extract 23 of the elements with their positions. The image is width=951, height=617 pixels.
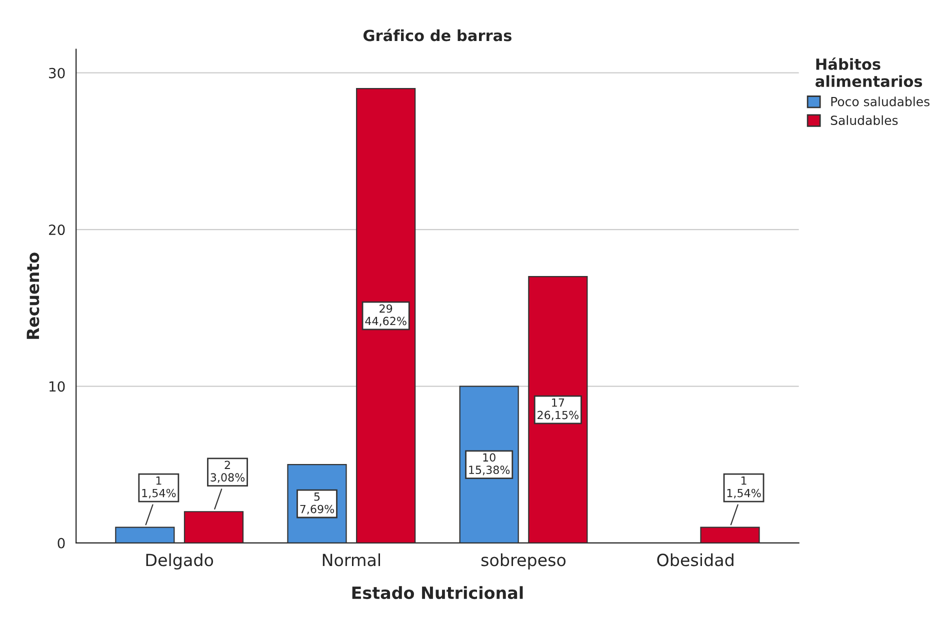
legend-label: Poco saludables bbox=[831, 96, 930, 106]
y-axis-title: Recuento bbox=[26, 252, 40, 339]
x-tick-label: Normal bbox=[322, 553, 380, 566]
data-label: 29 44,62% bbox=[365, 304, 406, 326]
x-tick-label: Delgado bbox=[146, 553, 214, 570]
legend-title: Hábitos alimentarios bbox=[816, 58, 922, 88]
x-tick-label: Obesidad bbox=[657, 553, 734, 566]
x-tick-label: sobrepeso bbox=[481, 553, 566, 570]
y-tick-label: 20 bbox=[49, 224, 65, 236]
data-label: 1 1,54% bbox=[142, 476, 176, 498]
chart-title: Gráfico de barras bbox=[363, 28, 512, 42]
data-label: 5 7,69% bbox=[300, 492, 334, 514]
bar bbox=[528, 276, 588, 543]
y-tick-label: 0 bbox=[58, 538, 65, 548]
data-label: 10 15,38% bbox=[469, 453, 510, 476]
data-label: 17 26,15% bbox=[538, 398, 578, 420]
data-label: 2 3,08% bbox=[210, 460, 245, 483]
y-tick-label: 30 bbox=[49, 68, 65, 78]
legend-label: Saludables bbox=[830, 115, 898, 126]
bar bbox=[356, 88, 416, 543]
data-label: 1 1,54% bbox=[727, 476, 761, 498]
y-tick-label: 10 bbox=[50, 381, 65, 392]
x-axis-title: Estado Nutricional bbox=[352, 586, 523, 600]
